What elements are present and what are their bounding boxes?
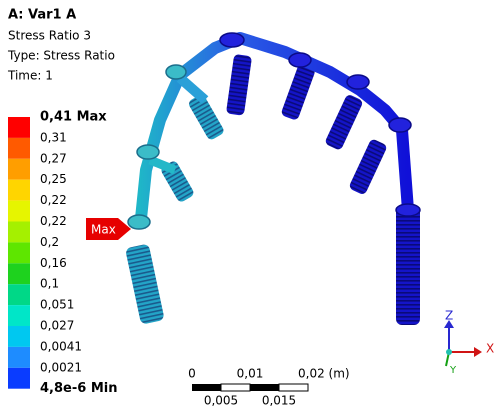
legend-label: 0,051 bbox=[40, 298, 74, 312]
legend-swatch bbox=[8, 221, 30, 243]
legend-swatch bbox=[8, 242, 30, 264]
implant bbox=[396, 205, 420, 325]
legend-swatch bbox=[8, 305, 30, 326]
scale-label: 0,005 bbox=[204, 394, 238, 408]
scale-label: 0 bbox=[188, 367, 196, 381]
axis-label: Y bbox=[449, 365, 457, 376]
legend-label: 0,25 bbox=[40, 172, 67, 186]
model bbox=[126, 32, 421, 325]
result-line: Stress Ratio 3 bbox=[8, 29, 91, 43]
legend-label: 4,8e-6 Min bbox=[40, 381, 117, 396]
legend-swatch bbox=[8, 158, 30, 180]
legend-label: 0,22 bbox=[40, 193, 67, 207]
legend-label: 0,22 bbox=[40, 214, 67, 228]
legend-swatch bbox=[8, 179, 30, 201]
legend-label: 0,0021 bbox=[40, 360, 82, 374]
scale-label: 0,015 bbox=[262, 394, 296, 408]
legend-swatch bbox=[8, 200, 30, 222]
scale-label: 0,01 bbox=[237, 367, 264, 381]
legend-swatch bbox=[8, 284, 30, 306]
legend-label: 0,2 bbox=[40, 235, 59, 249]
legend-label: 0,16 bbox=[40, 256, 67, 270]
scale-bar: 0 0,01 0,02 (m) 0,005 0,015 bbox=[188, 367, 349, 408]
probe-label: Max bbox=[91, 223, 116, 237]
axis-label: X bbox=[486, 342, 494, 356]
result-title: A: Var1 A bbox=[8, 8, 76, 23]
legend-label: 0,27 bbox=[40, 151, 67, 165]
legend-label: 0,0041 bbox=[40, 339, 82, 353]
legend-swatch bbox=[8, 117, 30, 138]
max-probe: Max bbox=[86, 218, 131, 240]
legend-swatch bbox=[8, 326, 30, 347]
axis-triad: Z X Y bbox=[444, 309, 494, 376]
legend-label: 0,41 Max bbox=[40, 110, 107, 125]
legend-label: 0,31 bbox=[40, 130, 67, 144]
legend-swatch bbox=[8, 263, 30, 285]
legend-label: 0,1 bbox=[40, 277, 59, 291]
result-line: Time: 1 bbox=[7, 69, 53, 83]
legend-swatch bbox=[8, 367, 30, 389]
legend-swatch bbox=[8, 137, 30, 159]
scale-label: 0,02 (m) bbox=[298, 367, 350, 381]
axis-label: Z bbox=[445, 309, 453, 323]
legend: 0,41 Max 0,31 0,27 0,25 0,22 0,22 0,2 0,16 0,1 0,… bbox=[8, 110, 117, 396]
result-line: Type: Stress Ratio bbox=[7, 49, 115, 63]
legend-label: 0,027 bbox=[40, 319, 74, 333]
legend-swatch bbox=[8, 346, 30, 368]
